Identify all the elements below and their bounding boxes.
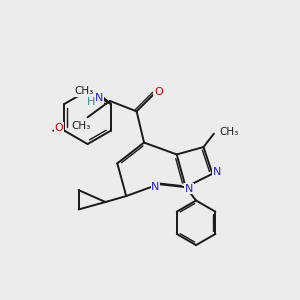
Text: H: H <box>87 98 96 107</box>
Text: N: N <box>151 182 160 192</box>
Text: CH₃: CH₃ <box>219 127 238 137</box>
Text: CH₃: CH₃ <box>75 86 94 96</box>
Text: N: N <box>95 93 103 103</box>
Text: O: O <box>154 87 163 97</box>
Text: O: O <box>55 123 64 133</box>
Text: CH₃: CH₃ <box>71 121 90 131</box>
Text: N: N <box>185 184 194 194</box>
Text: N: N <box>213 167 221 177</box>
